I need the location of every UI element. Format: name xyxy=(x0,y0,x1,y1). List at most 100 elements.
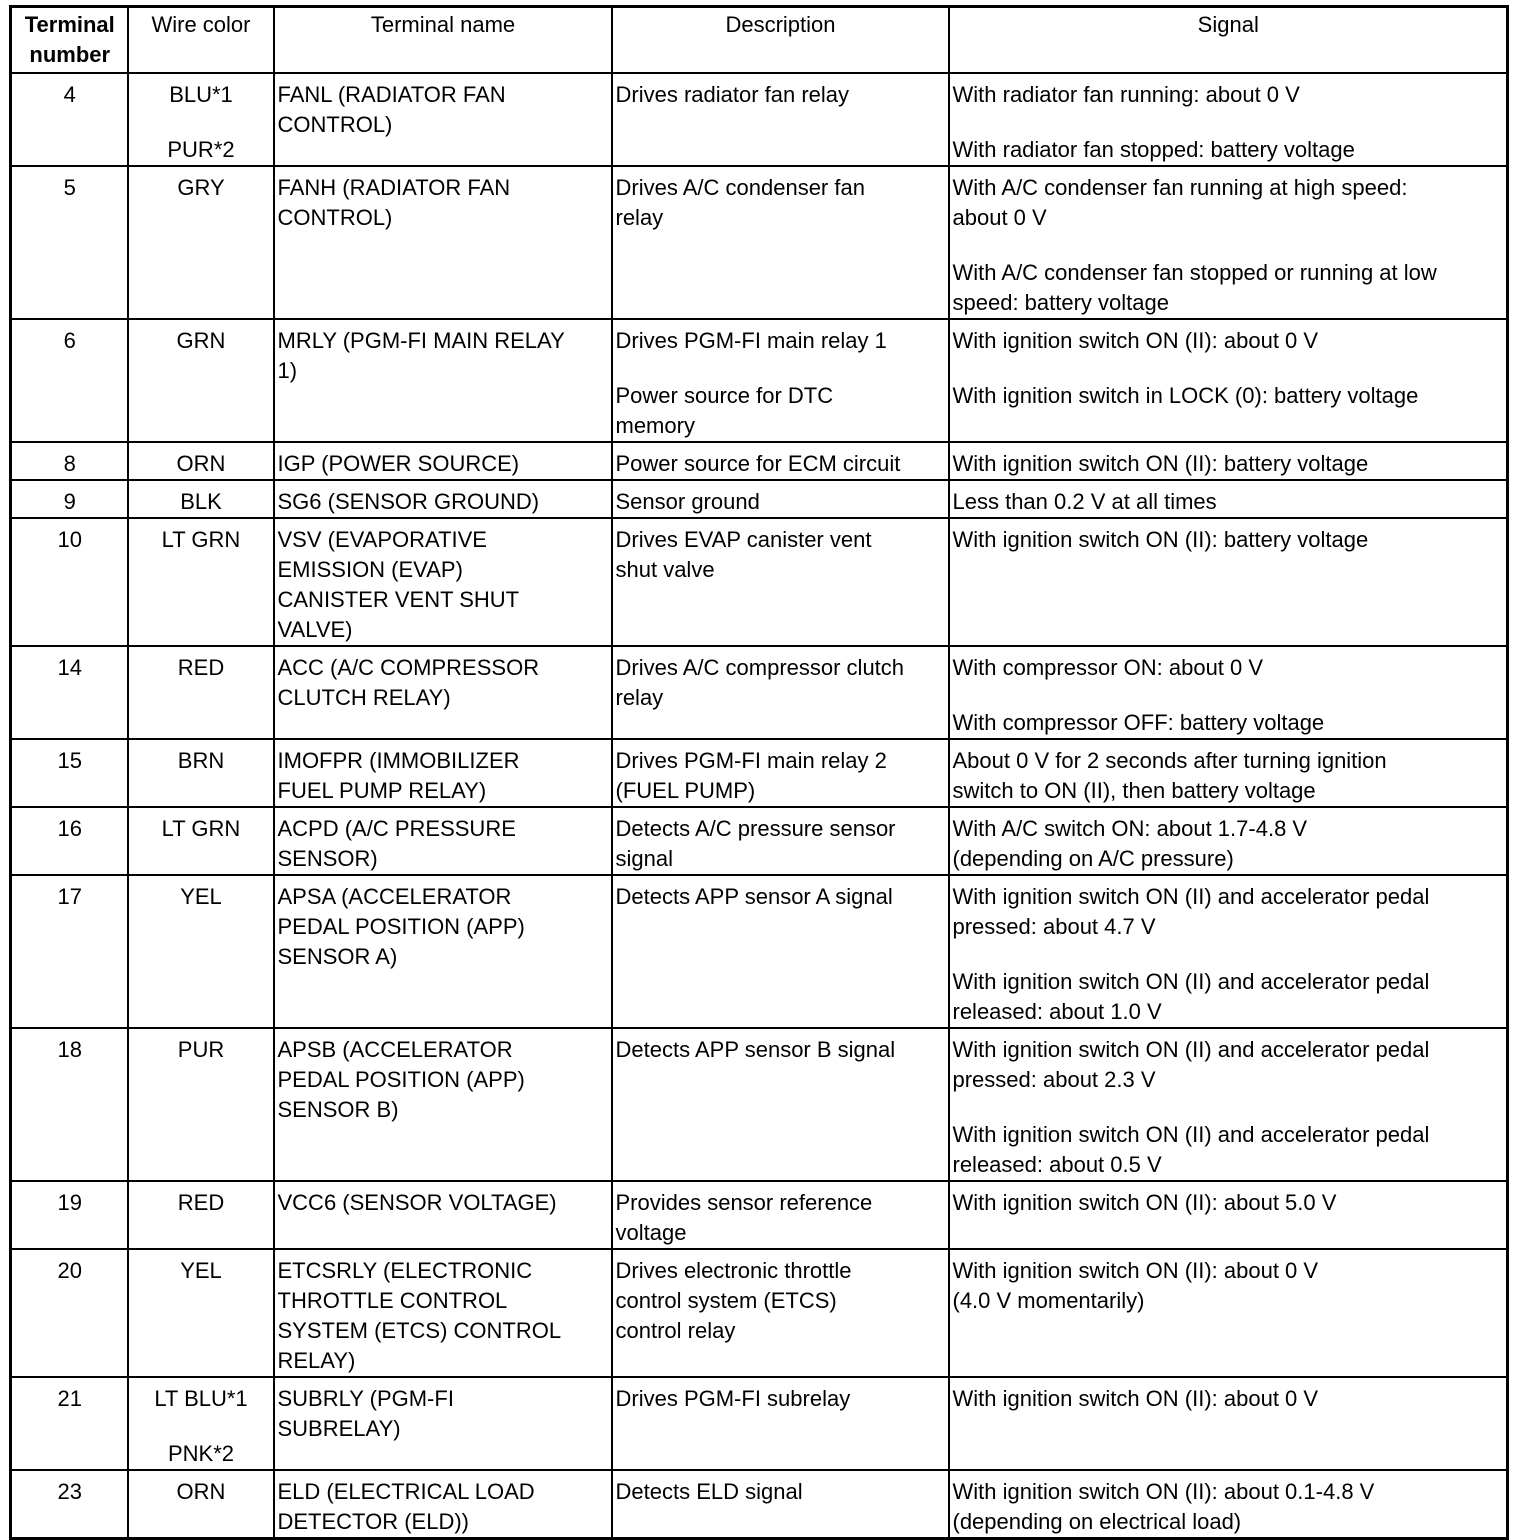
terminal-name-paragraph: FANH (RADIATOR FAN CONTROL) xyxy=(277,174,511,230)
wire-color: YEL xyxy=(126,1247,275,1378)
header-wire-color: Wire color xyxy=(126,5,275,74)
description-paragraph: Detects A/C pressure sensor signal xyxy=(615,815,896,871)
wire-color: ORN xyxy=(126,440,275,481)
signal-paragraph: With A/C switch ON: about 1.7-4.8 V (dep… xyxy=(952,815,1308,871)
signal-paragraph: With ignition switch ON (II): battery vo… xyxy=(952,526,1369,552)
signal-paragraph: With ignition switch ON (II): about 0 V xyxy=(952,1385,1319,1411)
terminal-name: FANH (RADIATOR FAN CONTROL) xyxy=(272,164,613,320)
signal-paragraph: With compressor ON: about 0 V xyxy=(952,654,1264,680)
terminal-name: ACPD (A/C PRESSURE SENSOR) xyxy=(272,805,613,876)
terminal-name-paragraph: IMOFPR (IMMOBILIZER FUEL PUMP RELAY) xyxy=(277,747,520,803)
terminal-number: 14 xyxy=(9,644,129,740)
table-row: 16 LT GRN ACPD (A/C PRESSURE SENSOR) Detect… xyxy=(9,805,1509,876)
terminal-number: 6 xyxy=(9,317,129,443)
table-row: 6 GRN MRLY (PGM-FI MAIN RELAY 1) Drives PGM… xyxy=(9,317,1509,443)
wire-color-paragraph: ORN xyxy=(176,1478,226,1504)
signal-paragraph: With A/C condenser fan running at high s… xyxy=(952,174,1408,230)
description: Drives EVAP canister vent shut valve xyxy=(610,516,950,647)
table-row: 21 LT BLU*1 PNK*2 SUBRLY (PGM-FI SUBRELAY) D… xyxy=(9,1375,1509,1471)
header-row: Terminal number Wire color Terminal name… xyxy=(9,5,1509,74)
wire-color-paragraph: YEL xyxy=(180,1257,222,1283)
wire-color-paragraph: YEL xyxy=(180,883,222,909)
terminal-name: VSV (EVAPORATIVE EMISSION (EVAP) CANISTE… xyxy=(272,516,613,647)
header-terminal-number: Terminal number xyxy=(9,5,129,74)
terminal-name: SG6 (SENSOR GROUND) xyxy=(272,478,613,519)
terminal-name: ETCSRLY (ELECTRONIC THROTTLE CONTROL SYS… xyxy=(272,1247,613,1378)
description: Drives PGM-FI main relay 1 Power source f… xyxy=(610,317,950,443)
description-paragraph: Drives PGM-FI main relay 1 xyxy=(615,327,887,353)
description-paragraph: Drives PGM-FI subrelay xyxy=(615,1385,851,1411)
wire-color-paragraph: RED xyxy=(177,1189,225,1215)
signal: With ignition switch ON (II): battery vo… xyxy=(947,440,1509,481)
header-description: Description xyxy=(610,5,950,74)
terminal-table: Terminal number Wire color Terminal name… xyxy=(9,5,1509,1540)
description-paragraph: Sensor ground xyxy=(615,488,760,514)
description: Drives A/C condenser fan relay xyxy=(610,164,950,320)
description: Drives PGM-FI main relay 2 (FUEL PUMP) xyxy=(610,737,950,808)
wire-color-paragraph: PNK*2 xyxy=(167,1440,235,1466)
description-paragraph: Drives A/C condenser fan relay xyxy=(615,174,865,230)
signal-paragraph: With ignition switch ON (II): about 5.0 … xyxy=(952,1189,1337,1215)
signal-paragraph: With ignition switch ON (II): about 0 V … xyxy=(952,1257,1319,1313)
wire-color: LT GRN xyxy=(126,516,275,647)
wire-color: LT GRN xyxy=(126,805,275,876)
terminal-name-paragraph: SG6 (SENSOR GROUND) xyxy=(277,488,540,514)
signal-paragraph: With ignition switch ON (II): battery vo… xyxy=(952,450,1369,476)
description-paragraph: Drives electronic throttle control syste… xyxy=(615,1257,852,1343)
signal-paragraph: With ignition switch ON (II): about 0 V xyxy=(952,327,1319,353)
wire-color: BRN xyxy=(126,737,275,808)
description-paragraph: Detects APP sensor B signal xyxy=(615,1036,896,1062)
wire-color-paragraph: ORN xyxy=(176,450,226,476)
terminal-name: APSA (ACCELERATOR PEDAL POSITION (APP) S… xyxy=(272,873,613,1029)
description: Provides sensor reference voltage xyxy=(610,1179,950,1250)
signal: With ignition switch ON (II): about 0.1-… xyxy=(947,1468,1509,1539)
terminal-name-paragraph: FANL (RADIATOR FAN CONTROL) xyxy=(277,81,506,137)
table-row: 23 ORN ELD (ELECTRICAL LOAD DETECTOR (ELD)… xyxy=(9,1468,1509,1539)
signal: With ignition switch ON (II) and acceler… xyxy=(947,1026,1509,1182)
table-row: 15 BRN IMOFPR (IMMOBILIZER FUEL PUMP RELAY… xyxy=(9,737,1509,808)
terminal-number: 10 xyxy=(9,516,129,647)
terminal-name-paragraph: ETCSRLY (ELECTRONIC THROTTLE CONTROL SYS… xyxy=(277,1257,562,1373)
signal-paragraph: With ignition switch ON (II) and acceler… xyxy=(952,883,1430,939)
description-paragraph: Power source for DTC memory xyxy=(615,382,834,438)
terminal-number: 8 xyxy=(9,440,129,481)
signal-paragraph: With radiator fan stopped: battery volta… xyxy=(952,136,1355,162)
wire-color-paragraph: LT GRN xyxy=(161,815,241,841)
terminal-number: 9 xyxy=(9,478,129,519)
terminal-name: MRLY (PGM-FI MAIN RELAY 1) xyxy=(272,317,613,443)
terminal-name-paragraph: SUBRLY (PGM-FI SUBRELAY) xyxy=(277,1385,454,1441)
wire-color: GRN xyxy=(126,317,275,443)
signal-paragraph: Less than 0.2 V at all times xyxy=(952,488,1217,514)
terminal-name-paragraph: APSB (ACCELERATOR PEDAL POSITION (APP) S… xyxy=(277,1036,525,1122)
description-paragraph: Drives A/C compressor clutch relay xyxy=(615,654,905,710)
table-row: 17 YEL APSA (ACCELERATOR PEDAL POSITION (A… xyxy=(9,873,1509,1029)
terminal-name: IGP (POWER SOURCE) xyxy=(272,440,613,481)
terminal-number: 19 xyxy=(9,1179,129,1250)
terminal-number: 18 xyxy=(9,1026,129,1182)
wire-color-paragraph: BLK xyxy=(180,488,222,514)
terminal-name-paragraph: ACC (A/C COMPRESSOR CLUTCH RELAY) xyxy=(277,654,540,710)
description: Sensor ground xyxy=(610,478,950,519)
terminal-name: FANL (RADIATOR FAN CONTROL) xyxy=(272,71,613,167)
signal: With A/C switch ON: about 1.7-4.8 V (dep… xyxy=(947,805,1509,876)
terminal-number: 16 xyxy=(9,805,129,876)
signal-paragraph: With ignition switch ON (II) and acceler… xyxy=(952,1121,1430,1177)
wire-color-paragraph: BLU*1 xyxy=(169,81,233,107)
wire-color: GRY xyxy=(126,164,275,320)
table-row: 20 YEL ETCSRLY (ELECTRONIC THROTTLE CONTRO… xyxy=(9,1247,1509,1378)
signal-paragraph: With ignition switch ON (II) and acceler… xyxy=(952,968,1430,1024)
description-paragraph: Drives PGM-FI main relay 2 (FUEL PUMP) xyxy=(615,747,887,803)
signal-paragraph: With A/C condenser fan stopped or runnin… xyxy=(952,259,1437,315)
terminal-name-paragraph: VSV (EVAPORATIVE EMISSION (EVAP) CANISTE… xyxy=(277,526,520,642)
description-paragraph: Provides sensor reference voltage xyxy=(615,1189,873,1245)
wire-color-paragraph: LT BLU*1 xyxy=(154,1385,248,1411)
signal: With ignition switch ON (II): battery vo… xyxy=(947,516,1509,647)
description-paragraph: Drives radiator fan relay xyxy=(615,81,850,107)
description: Detects ELD signal xyxy=(610,1468,950,1539)
wire-color: BLU*1 PUR*2 xyxy=(126,71,275,167)
signal: With radiator fan running: about 0 V With… xyxy=(947,71,1509,167)
description: Drives PGM-FI subrelay xyxy=(610,1375,950,1471)
description: Detects APP sensor B signal xyxy=(610,1026,950,1182)
signal: With A/C condenser fan running at high s… xyxy=(947,164,1509,320)
description-paragraph: Detects APP sensor A signal xyxy=(615,883,893,909)
